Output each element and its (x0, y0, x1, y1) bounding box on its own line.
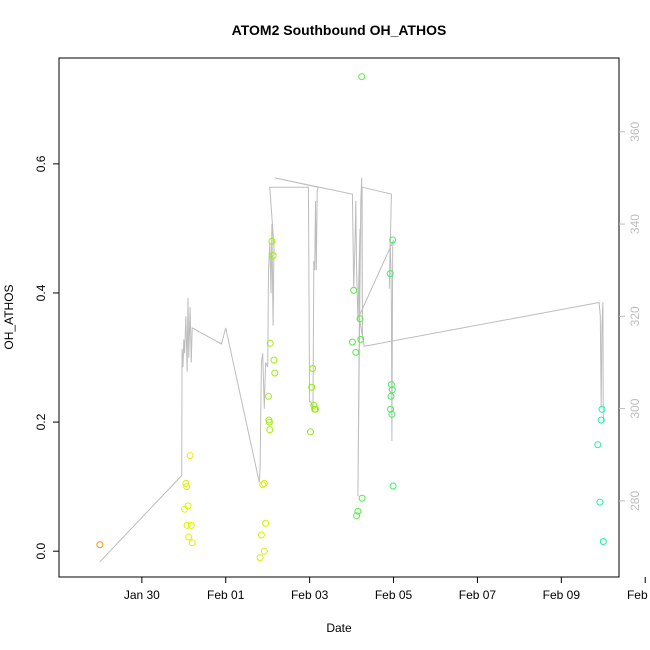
x-tick-label: Jan 30 (124, 588, 160, 602)
data-point (352, 348, 360, 356)
data-point (187, 521, 195, 529)
y2-tick-label: 340 (628, 214, 642, 234)
data-point (386, 270, 394, 278)
y-tick-label: 0.0 (34, 543, 48, 560)
data-point (188, 539, 196, 547)
data-point (389, 482, 397, 490)
x-axis-label: Date (326, 621, 352, 635)
data-point (182, 479, 190, 487)
data-point (307, 428, 314, 436)
y2-tick-label: 320 (628, 306, 642, 326)
data-point (312, 405, 319, 413)
data-point (310, 401, 318, 409)
x-axis: Jan 30 Feb 01 Feb 03 Feb 05 Feb 07 Feb 09 Feb … (124, 577, 650, 602)
y-tick-label: 0.4 (34, 284, 48, 301)
data-point (268, 237, 276, 245)
data-point (354, 507, 362, 515)
data-point (597, 416, 605, 424)
data-point (598, 405, 606, 413)
data-point (266, 426, 274, 434)
data-point (257, 531, 265, 539)
y-axis-label: OH_ATHOS (2, 284, 16, 349)
chart-title: ATOM2 Southbound OH_ATHOS (232, 22, 447, 38)
data-point (389, 236, 397, 244)
data-point (265, 392, 272, 400)
data-point (348, 338, 356, 346)
y2-tick-label: 300 (628, 398, 642, 418)
y-tick-label: 0.6 (34, 155, 48, 172)
x-tick-label: Feb 11 (627, 588, 650, 602)
data-point (356, 315, 364, 323)
x-tick-label: Feb 05 (375, 588, 413, 602)
data-point (388, 410, 396, 418)
data-point (269, 252, 277, 259)
data-point (358, 494, 366, 502)
data-point (308, 383, 316, 391)
x-tick-label: Feb 01 (207, 588, 245, 602)
x-tick-label: Feb 03 (291, 588, 329, 602)
y2-axis: 280 300 320 340 360 (619, 121, 642, 511)
plot-frame (58, 57, 620, 578)
data-point (256, 554, 264, 562)
data-point (353, 512, 361, 520)
data-point (388, 386, 396, 394)
data-point (357, 335, 365, 343)
data-point (260, 547, 268, 555)
data-point (266, 339, 274, 347)
data-point (594, 441, 602, 449)
data-point (185, 533, 193, 541)
data-point (387, 405, 395, 413)
data-point (96, 541, 104, 549)
data-point (183, 521, 191, 529)
data-point (262, 519, 270, 527)
data-point (270, 356, 278, 364)
y-tick-label: 0.2 (34, 413, 48, 430)
data-point (184, 502, 192, 510)
x-tick-label: Feb 09 (543, 588, 581, 602)
data-point (271, 369, 279, 377)
point-layer (96, 73, 607, 562)
data-point (309, 365, 317, 372)
data-point (186, 452, 194, 460)
y-axis: 0.0 0.2 0.4 0.6 (34, 155, 59, 560)
data-point (265, 418, 273, 426)
y2-tick-label: 280 (628, 491, 642, 511)
data-point (599, 538, 607, 545)
data-point (260, 479, 268, 487)
series-line (99, 177, 604, 563)
data-point (387, 392, 395, 400)
x-tick-label: Feb 07 (459, 588, 497, 602)
data-point (350, 286, 358, 294)
y2-tick-label: 360 (628, 121, 642, 141)
data-point (387, 381, 395, 389)
data-point (259, 481, 267, 489)
data-point (596, 498, 604, 506)
data-point (358, 73, 366, 81)
line-layer (99, 177, 604, 563)
data-point (183, 483, 191, 491)
